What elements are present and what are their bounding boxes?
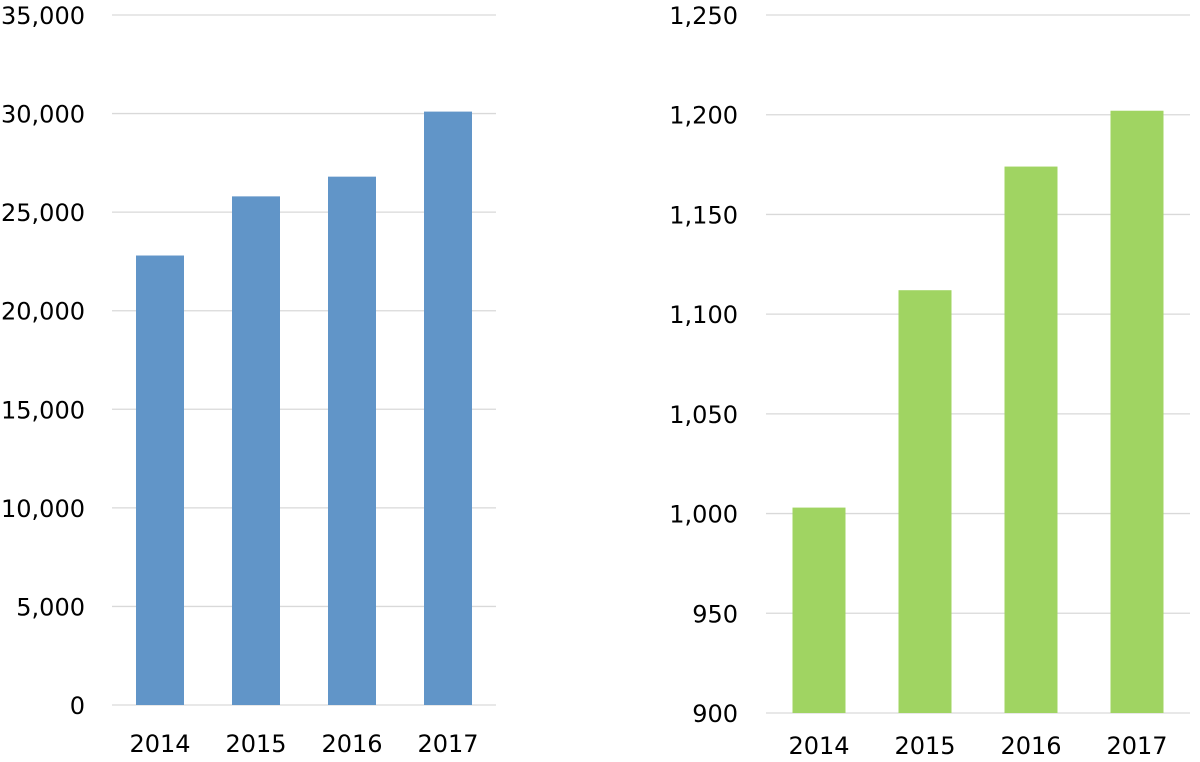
x-tick-label-right: 2016 [1000, 732, 1061, 760]
x-tick-label-left: 2014 [129, 730, 190, 758]
y-tick-label-right: 950 [692, 600, 738, 628]
x-tick-label-right: 2017 [1106, 732, 1167, 760]
y-tick-label-left: 35,000 [1, 2, 85, 30]
y-tick-label-right: 1,000 [669, 501, 738, 529]
bar-left-2014 [136, 255, 184, 705]
x-tick-label-right: 2014 [788, 732, 849, 760]
y-tick-label-right: 900 [692, 700, 738, 728]
y-tick-label-right: 1,050 [669, 401, 738, 429]
y-tick-label-right: 1,100 [669, 301, 738, 329]
y-tick-label-left: 5,000 [16, 593, 85, 621]
bar-right-2014 [792, 507, 846, 713]
bar-right-2016 [1004, 166, 1058, 713]
y-tick-label-left: 20,000 [1, 298, 85, 326]
bar-left-2017 [424, 111, 472, 706]
y-tick-label-left: 30,000 [1, 101, 85, 129]
y-tick-label-right: 1,150 [669, 201, 738, 229]
x-tick-label-right: 2015 [894, 732, 955, 760]
bar-right-2015 [898, 290, 952, 713]
bar-left-2016 [328, 176, 376, 705]
bar-right-2017 [1110, 110, 1164, 714]
chart-right: 900 950 1,000 1,050 1,100 1,150 1,200 1,250 2014… [669, 2, 1190, 760]
x-tick-label-left: 2017 [417, 730, 478, 758]
y-tick-label-left: 10,000 [1, 495, 85, 523]
y-tick-label-left: 25,000 [1, 199, 85, 227]
bar-left-2015 [232, 196, 280, 705]
y-tick-label-left: 0 [70, 692, 85, 720]
y-tick-label-right: 1,200 [669, 102, 738, 130]
y-tick-label-right: 1,250 [669, 2, 738, 30]
x-tick-label-left: 2015 [225, 730, 286, 758]
x-tick-label-left: 2016 [321, 730, 382, 758]
chart-left: 0 5,000 10,000 15,000 20,000 25,000 30,000 35,0… [1, 2, 496, 758]
y-tick-label-left: 15,000 [1, 396, 85, 424]
